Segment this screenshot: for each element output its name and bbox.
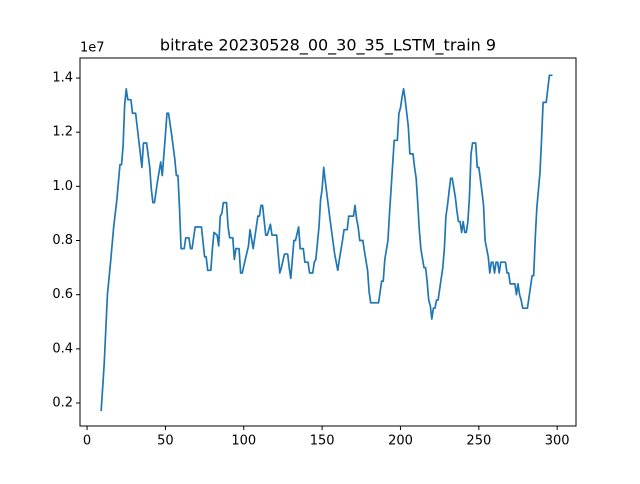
- y-tick-label: 0.8: [52, 233, 73, 248]
- axes-frame: [79, 57, 577, 427]
- x-tick-label: 300: [545, 434, 570, 449]
- x-tick-label: 150: [310, 434, 335, 449]
- y-tick-label: 0.2: [52, 395, 73, 410]
- y-tick-label: 1.0: [52, 179, 73, 194]
- x-tick-label: 200: [388, 434, 413, 449]
- x-tick-label: 50: [157, 434, 174, 449]
- x-tick-label: 100: [231, 434, 256, 449]
- x-tick-label: 250: [466, 434, 491, 449]
- x-tick-label: 0: [83, 434, 91, 449]
- y-tick-label: 0.4: [52, 341, 73, 356]
- chart-title: bitrate 20230528_00_30_35_LSTM_train 9: [160, 36, 496, 56]
- line-series: [100, 74, 553, 412]
- y-tick-label: 1.4: [52, 71, 73, 86]
- y-tick-label: 1.2: [52, 125, 73, 140]
- y-tick-label: 0.6: [52, 287, 73, 302]
- y-offset-label: 1e7: [80, 41, 105, 56]
